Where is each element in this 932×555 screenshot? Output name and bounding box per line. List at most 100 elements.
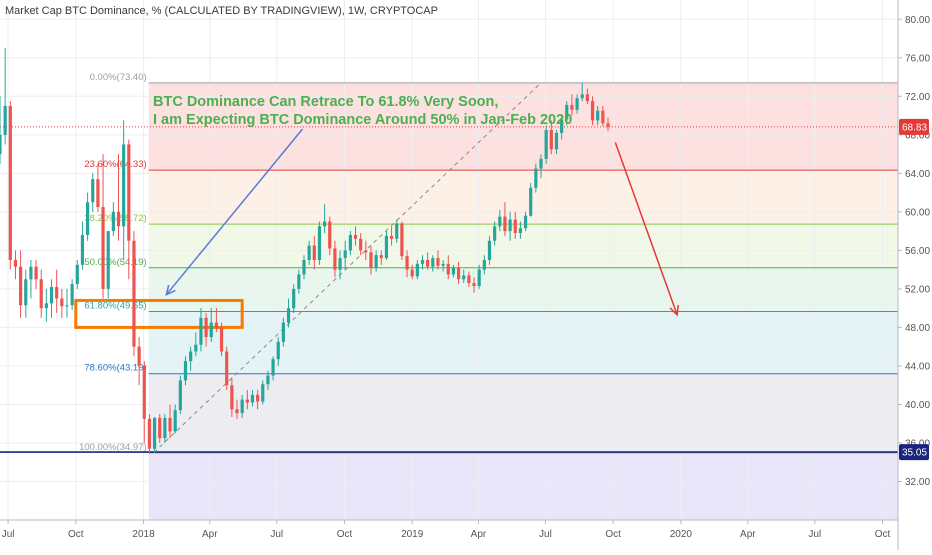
- price-tick-label: 72.00: [905, 92, 930, 103]
- candle: [534, 163, 538, 193]
- candle-body: [312, 245, 316, 260]
- candle: [101, 154, 105, 299]
- candle: [359, 233, 363, 256]
- candle-body: [0, 134, 2, 155]
- candle: [348, 231, 352, 256]
- time-tick-label: Oct: [337, 529, 353, 540]
- candle: [420, 255, 425, 270]
- highlight-box[interactable]: [74, 298, 244, 329]
- candle: [374, 250, 378, 272]
- candle-body: [266, 375, 270, 385]
- candle-body: [436, 258, 440, 266]
- candle-body: [328, 221, 332, 249]
- candle-body: [286, 308, 291, 323]
- candle: [75, 260, 79, 289]
- candle: [34, 260, 38, 289]
- candle-body: [348, 234, 352, 251]
- time-tick-label: 2019: [401, 529, 424, 540]
- candle: [178, 375, 182, 415]
- candle: [395, 219, 399, 243]
- candle-body: [400, 223, 404, 257]
- candle: [168, 404, 172, 439]
- fibonacci-zones: [148, 82, 898, 520]
- time-tick-label: Jul: [270, 529, 283, 540]
- candle: [498, 209, 502, 232]
- candle: [333, 240, 337, 278]
- annotation-arrows: [165, 128, 679, 317]
- price-tick-label: 36.00: [905, 438, 930, 449]
- candle-body: [596, 110, 600, 121]
- candle: [29, 260, 33, 299]
- candle: [271, 356, 275, 381]
- candle-body: [122, 144, 126, 227]
- candle: [353, 226, 358, 246]
- candle: [554, 130, 559, 155]
- candle-body: [209, 322, 213, 338]
- candle-body: [3, 105, 7, 135]
- price-tick-label: 64.00: [905, 169, 930, 180]
- candle-body: [292, 288, 296, 309]
- candle-body: [8, 105, 12, 260]
- candle: [85, 192, 90, 241]
- candle: [19, 250, 23, 318]
- candle: [384, 231, 389, 260]
- candle: [49, 279, 54, 318]
- candle: [44, 288, 48, 322]
- candle-body: [39, 279, 43, 309]
- candle-body: [297, 274, 301, 289]
- time-tick-label: Oct: [875, 529, 891, 540]
- forecast-arrow[interactable]: [614, 142, 679, 317]
- candle: [580, 82, 584, 102]
- price-tick-label: 68.00: [905, 130, 930, 141]
- candle-body: [498, 216, 502, 227]
- time-tick-label: Apr: [471, 529, 487, 540]
- candle: [503, 202, 507, 236]
- candle: [513, 211, 517, 239]
- candle-body: [364, 250, 368, 253]
- candle: [3, 48, 7, 145]
- candle: [451, 264, 456, 278]
- candle-body: [256, 394, 260, 402]
- candle-body: [374, 255, 378, 268]
- candle: [199, 308, 203, 352]
- annotation-line-1[interactable]: BTC Dominance Can Retrace To 61.8% Very …: [153, 94, 498, 110]
- candle: [39, 269, 43, 318]
- candle-body: [225, 351, 229, 386]
- candle: [225, 346, 229, 390]
- last-price-label: 68.83: [899, 118, 929, 135]
- candle: [209, 308, 213, 342]
- candle-body: [199, 317, 203, 345]
- price-tick-label: 48.00: [905, 323, 930, 334]
- candle-body: [384, 235, 389, 259]
- candle: [307, 240, 311, 265]
- candle: [194, 332, 198, 357]
- candle-body: [426, 260, 430, 267]
- candle: [477, 264, 481, 289]
- time-axis[interactable]: Jul Oct 2018 Apr Jul Oct 2019 Apr Jul Oct 2020 Apr J…: [0, 519, 898, 540]
- candle: [163, 414, 167, 443]
- price-tick-label: 44.00: [905, 361, 930, 372]
- trend-line[interactable]: [153, 82, 542, 453]
- pointer-arrow[interactable]: [165, 128, 304, 296]
- price-axis[interactable]: 32.00 36.00 40.00 44.00 48.00 52.00 56.00 60.00…: [897, 0, 930, 550]
- candle: [152, 416, 157, 453]
- candle-body: [482, 260, 486, 270]
- candlestick-series: [0, 48, 610, 454]
- candle-body: [189, 351, 193, 362]
- candle-body: [70, 284, 74, 306]
- candle: [323, 204, 327, 234]
- candle-body: [19, 266, 23, 306]
- candle-body: [472, 283, 476, 286]
- candle: [601, 105, 605, 127]
- candle-body: [60, 298, 64, 307]
- candle: [467, 271, 471, 287]
- candle: [343, 240, 347, 270]
- annotation-line-2[interactable]: I am Expecting BTC Dominance Around 50% …: [153, 112, 572, 128]
- fib-zone: [148, 311, 898, 374]
- candle: [142, 361, 146, 443]
- candle-body: [518, 228, 522, 234]
- candle: [219, 322, 224, 357]
- candle: [456, 261, 461, 285]
